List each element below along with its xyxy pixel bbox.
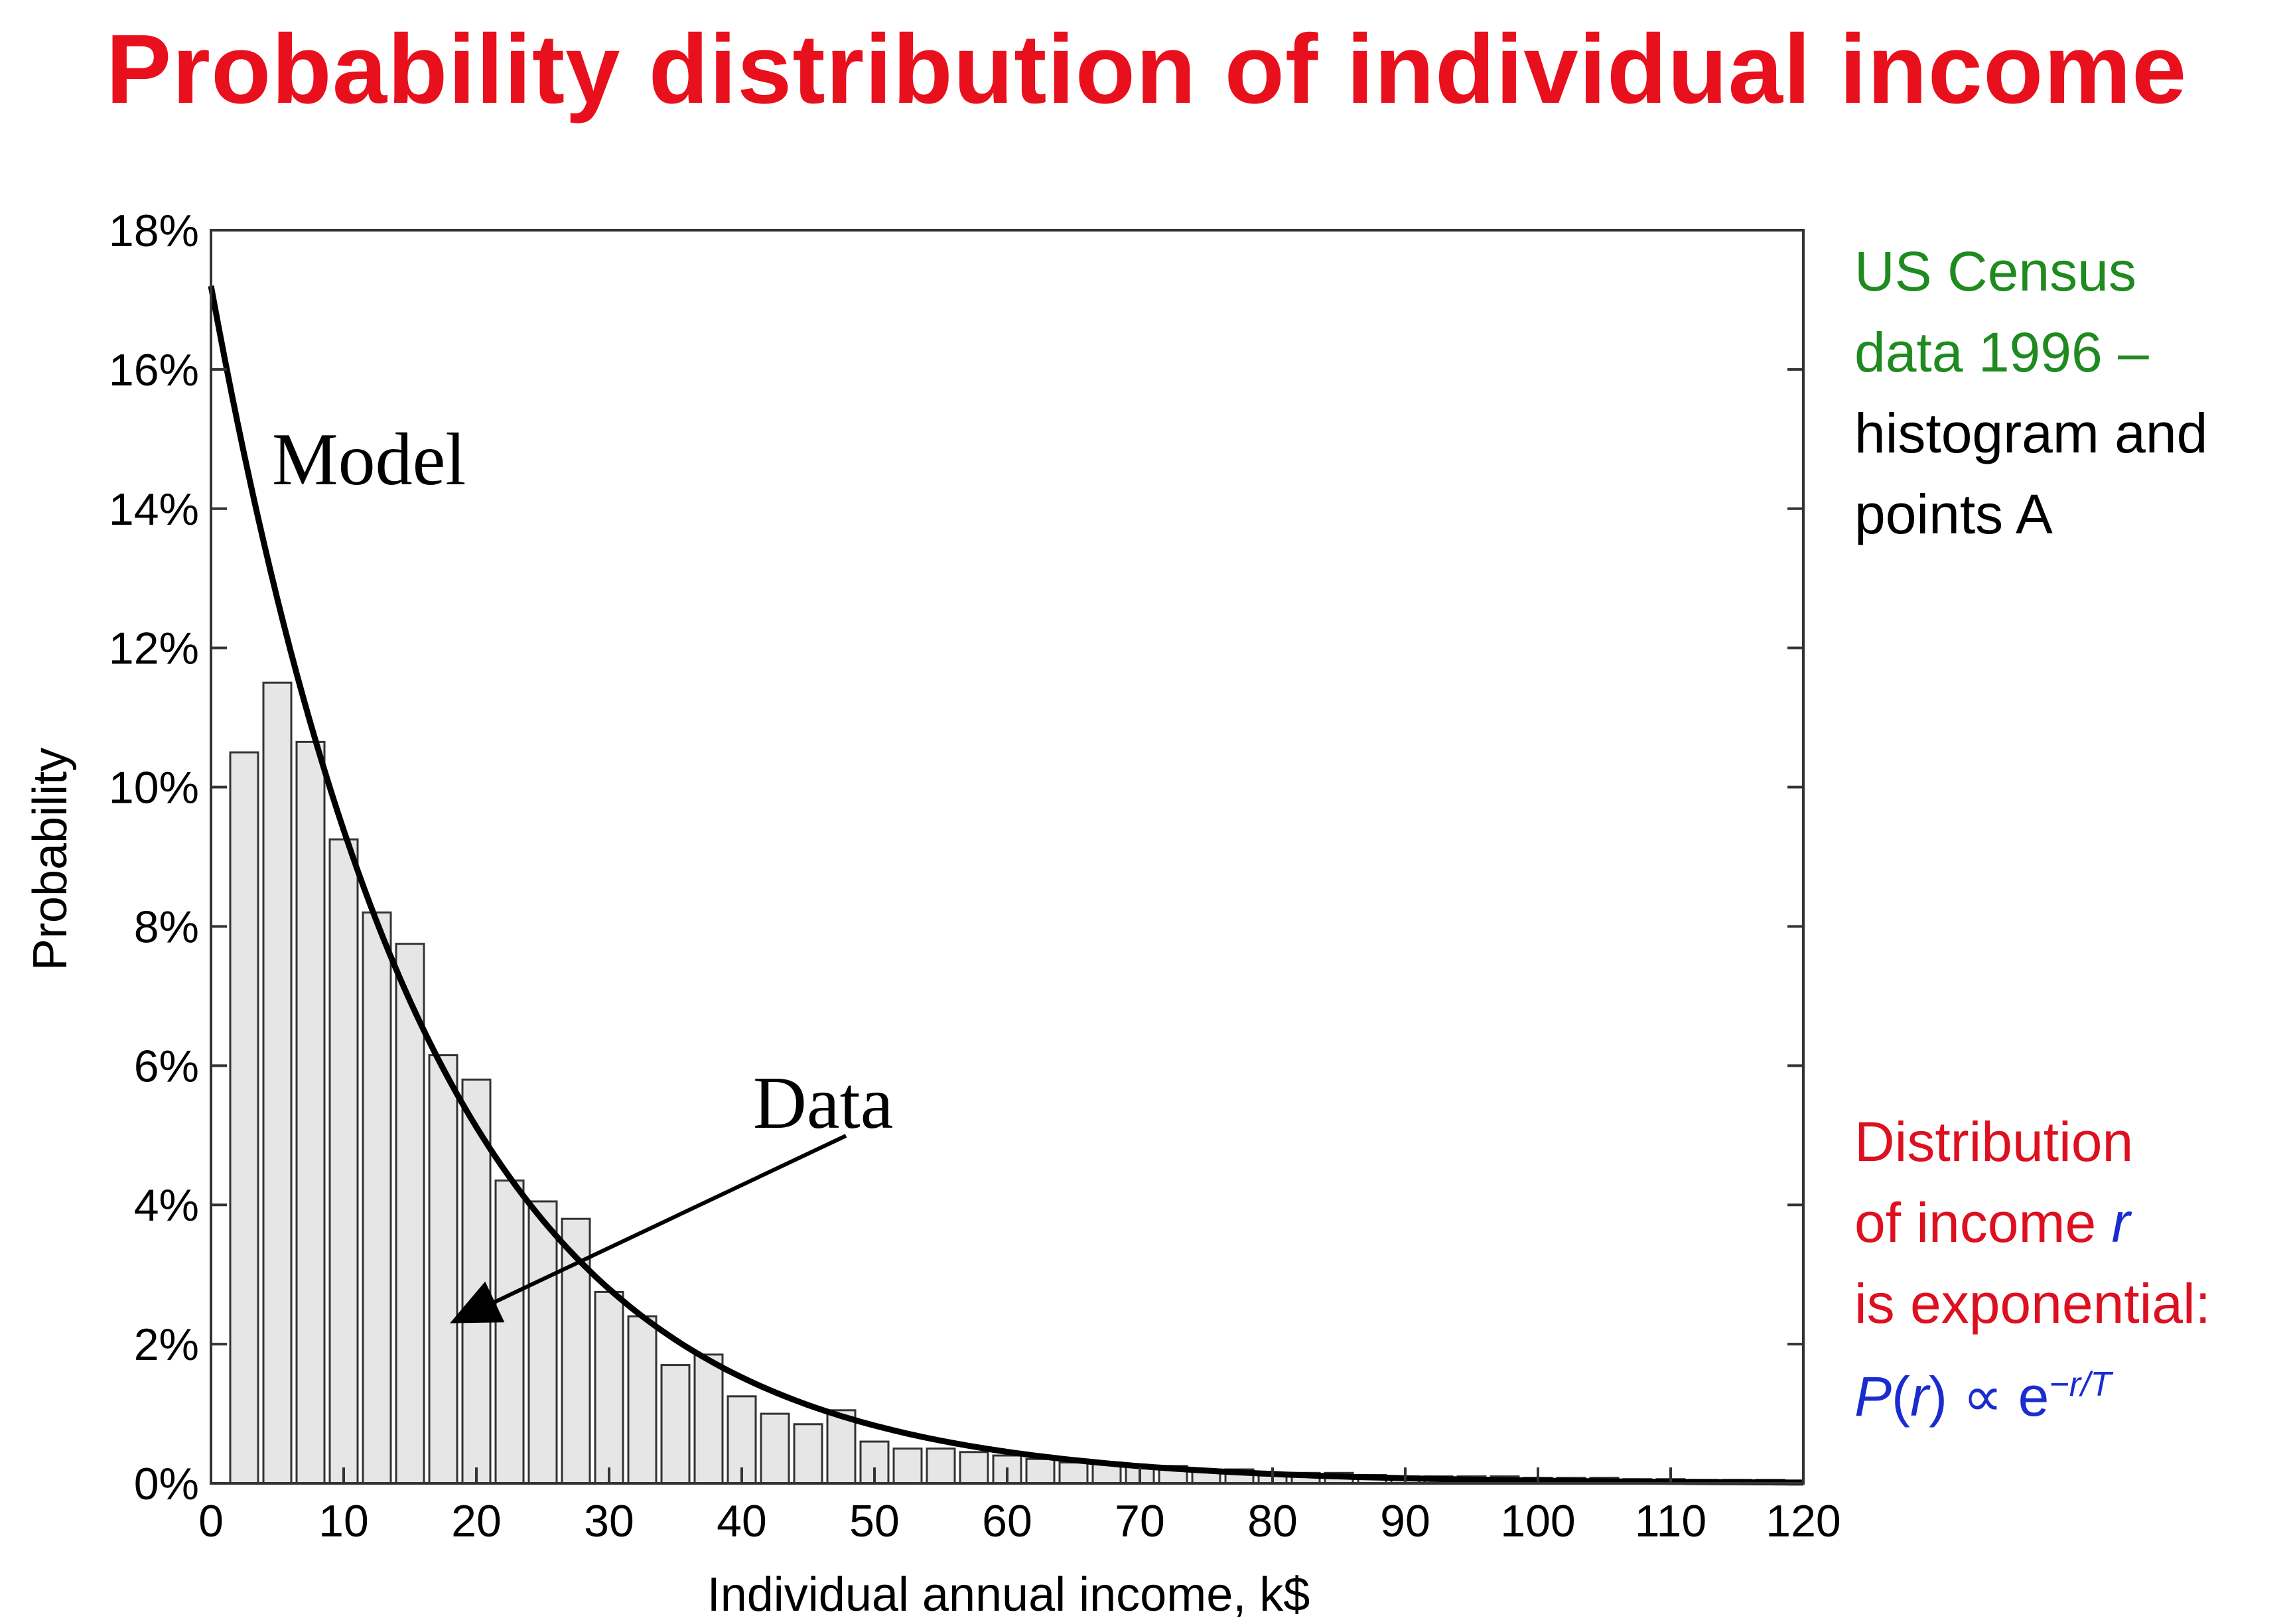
histogram-bar	[959, 1451, 989, 1485]
x-tick-label: 70	[1115, 1496, 1165, 1546]
x-tick-label: 80	[1247, 1496, 1298, 1546]
y-tick-label: 12%	[109, 624, 199, 674]
histogram-bar	[660, 1364, 691, 1485]
dist-line-2: of income r	[1854, 1182, 2211, 1263]
formula-open: (	[1892, 1365, 1911, 1428]
histogram-bar	[1058, 1461, 1089, 1485]
x-tick-label: 50	[849, 1496, 900, 1546]
y-tick-label: 8%	[134, 902, 199, 952]
histogram-bar	[494, 1179, 525, 1485]
x-tick-label: 100	[1500, 1496, 1575, 1546]
x-tick-label: 110	[1635, 1496, 1706, 1546]
histogram-bar	[527, 1200, 558, 1485]
histogram-bar	[627, 1315, 658, 1485]
formula-r: r	[1910, 1365, 1929, 1428]
histogram-bar	[594, 1290, 624, 1485]
census-line-1: US Census	[1854, 240, 2136, 303]
histogram-bar	[362, 911, 392, 1485]
dist-line-3: is exponential:	[1854, 1272, 2211, 1335]
distribution-note: Distribution of income r is exponential:…	[1854, 1101, 2211, 1437]
y-axis-label: Probability	[24, 748, 77, 971]
histogram-bar	[428, 1054, 458, 1485]
census-line-3: histogram and	[1854, 402, 2208, 464]
y-tick-label: 2%	[134, 1320, 199, 1370]
census-note: US Census data 1996 – histogram and poin…	[1854, 231, 2207, 555]
y-tick-label: 18%	[109, 206, 199, 256]
x-tick-label: 40	[717, 1496, 767, 1546]
x-tick-label: 90	[1380, 1496, 1430, 1546]
formula-close: )	[1929, 1365, 1947, 1428]
data-arrow-line	[494, 1134, 847, 1304]
x-axis-ticks: 0 10 20 30 40 50 60 70 80 90 100 110 120	[198, 1467, 1841, 1546]
y-tick-label: 10%	[109, 763, 199, 813]
census-line-2: data 1996 –	[1854, 321, 2149, 383]
y-tick-label: 16%	[109, 345, 199, 395]
x-axis-label: Individual annual income, k$	[707, 1568, 1310, 1621]
x-tick-label: 30	[584, 1496, 634, 1546]
slide-title: Probability distribution of individual i…	[105, 15, 2188, 124]
data-arrow-head	[450, 1281, 505, 1323]
y-tick-label: 4%	[134, 1180, 199, 1231]
histogram-bar	[229, 751, 259, 1485]
histogram-bars	[229, 681, 1785, 1485]
dist-line-2-var: r	[2111, 1191, 2130, 1254]
model-annotation: Model	[272, 419, 466, 501]
x-tick-label: 20	[451, 1496, 502, 1546]
histogram-bar	[1025, 1457, 1056, 1485]
histogram-bar	[693, 1353, 724, 1485]
histogram-bar	[328, 838, 359, 1485]
histogram-bar	[826, 1409, 857, 1485]
y-axis-ticks: 0% 2% 4% 6% 8% 10% 12% 14% 16% 18%	[109, 206, 1803, 1509]
formula-exponent: −r/T	[2049, 1365, 2112, 1404]
census-line-4: points A	[1854, 483, 2053, 545]
formula-prop: ∝ e	[1947, 1365, 2050, 1428]
x-tick-label: 120	[1766, 1496, 1841, 1546]
dist-line-1: Distribution	[1854, 1111, 2134, 1173]
formula-p: P	[1854, 1365, 1892, 1428]
histogram-bar	[262, 681, 293, 1485]
histogram-bar	[295, 740, 326, 1485]
histogram-bar	[926, 1448, 956, 1485]
x-tick-label: 60	[982, 1496, 1032, 1546]
formula: P(r) ∝ e−r/T	[1854, 1344, 2211, 1437]
histogram-bar	[760, 1412, 790, 1485]
dist-line-2-prefix: of income	[1854, 1191, 2112, 1254]
x-tick-label: 0	[198, 1496, 224, 1546]
x-tick-label: 10	[318, 1496, 369, 1546]
data-annotation: Data	[753, 1062, 893, 1144]
histogram-bar	[793, 1423, 823, 1485]
y-tick-label: 6%	[134, 1041, 199, 1091]
y-tick-label: 14%	[109, 484, 199, 535]
histogram-bar	[892, 1448, 923, 1485]
y-tick-label: 0%	[134, 1459, 199, 1509]
